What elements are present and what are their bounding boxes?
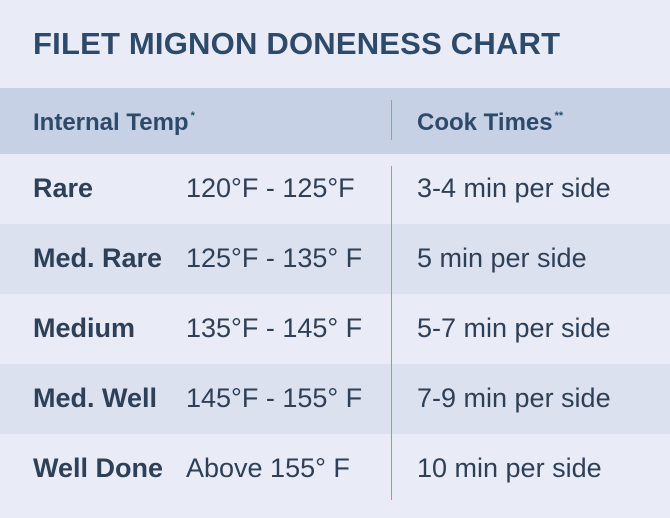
body-column-divider xyxy=(391,166,392,500)
header-cook-times: Cook Times ** xyxy=(417,109,563,137)
row-level-rare: Rare xyxy=(33,173,94,203)
header-column-divider xyxy=(391,100,392,140)
chart-title: FILET MIGNON DONENESS CHART xyxy=(33,26,561,61)
row-temp-medium: 135°F - 145° F xyxy=(186,313,363,343)
table-row xyxy=(0,364,670,434)
row-level-medium: Medium xyxy=(33,313,136,343)
header-cook-times-label: Cook Times xyxy=(417,109,553,136)
row-temp-rare: 120°F - 125°F xyxy=(186,173,355,203)
header-internal-temp: Internal Temp * xyxy=(33,109,195,137)
row-time-med-rare: 5 min per side xyxy=(417,243,587,273)
header-internal-temp-footnote-mark: * xyxy=(190,110,195,122)
table-row xyxy=(0,224,670,294)
row-time-rare: 3-4 min per side xyxy=(417,173,611,203)
row-time-med-well: 7-9 min per side xyxy=(417,383,611,413)
row-level-med-rare: Med. Rare xyxy=(33,243,163,273)
row-temp-med-rare: 125°F - 135° F xyxy=(186,243,363,273)
row-time-medium: 5-7 min per side xyxy=(417,313,611,343)
row-temp-med-well: 145°F - 155° F xyxy=(186,383,363,413)
row-temp-well-done: Above 155° F xyxy=(186,453,350,483)
header-cook-times-footnote-mark: ** xyxy=(554,110,564,122)
header-internal-temp-label: Internal Temp xyxy=(33,109,189,136)
row-level-med-well: Med. Well xyxy=(33,383,158,413)
row-time-well-done: 10 min per side xyxy=(417,453,602,483)
row-level-well-done: Well Done xyxy=(33,453,164,483)
table-header-row xyxy=(0,88,670,154)
